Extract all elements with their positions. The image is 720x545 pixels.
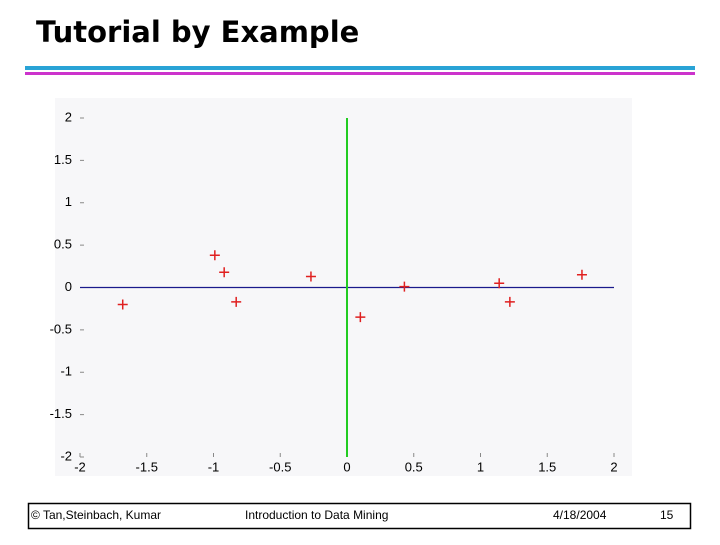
point	[494, 278, 505, 289]
point	[504, 296, 515, 307]
x-tick-label: -1	[208, 459, 220, 474]
slide-title: Tutorial by Example	[36, 15, 359, 49]
x-tick-label: 0.5	[405, 459, 423, 474]
y-tick-label: 1	[65, 194, 72, 209]
point	[355, 312, 366, 323]
point	[305, 271, 316, 282]
rule-blue	[25, 66, 695, 70]
y-tick-label: 0	[65, 279, 72, 294]
x-tick-label: -1.5	[136, 459, 158, 474]
x-tick-label: -2	[74, 459, 86, 474]
y-tick-label: -1	[60, 364, 72, 379]
point	[117, 299, 128, 310]
y-tick-label: 1.5	[54, 152, 72, 167]
y-tick-label: -2	[60, 448, 72, 463]
footer-course: Introduction to Data Mining	[245, 508, 388, 522]
x-tick-label: 2	[610, 459, 617, 474]
y-tick-label: 2	[65, 109, 72, 124]
rule-magenta	[25, 72, 695, 75]
point	[219, 267, 230, 278]
point	[399, 281, 410, 292]
y-tick-label: -0.5	[50, 321, 72, 336]
point	[231, 296, 242, 307]
x-tick-label: 0	[343, 459, 350, 474]
point	[576, 269, 587, 280]
footer-date: 4/18/2004	[553, 508, 607, 522]
point	[209, 250, 220, 261]
x-tick-label: 1	[477, 459, 484, 474]
y-tick-label: 0.5	[54, 237, 72, 252]
footer-box	[27, 502, 692, 530]
footer-copyright: © Tan,Steinbach, Kumar	[31, 508, 161, 522]
x-tick-label: 1.5	[538, 459, 556, 474]
footer-page: 15	[660, 508, 674, 522]
y-tick-label: -1.5	[50, 406, 72, 421]
x-tick-label: -0.5	[269, 459, 291, 474]
